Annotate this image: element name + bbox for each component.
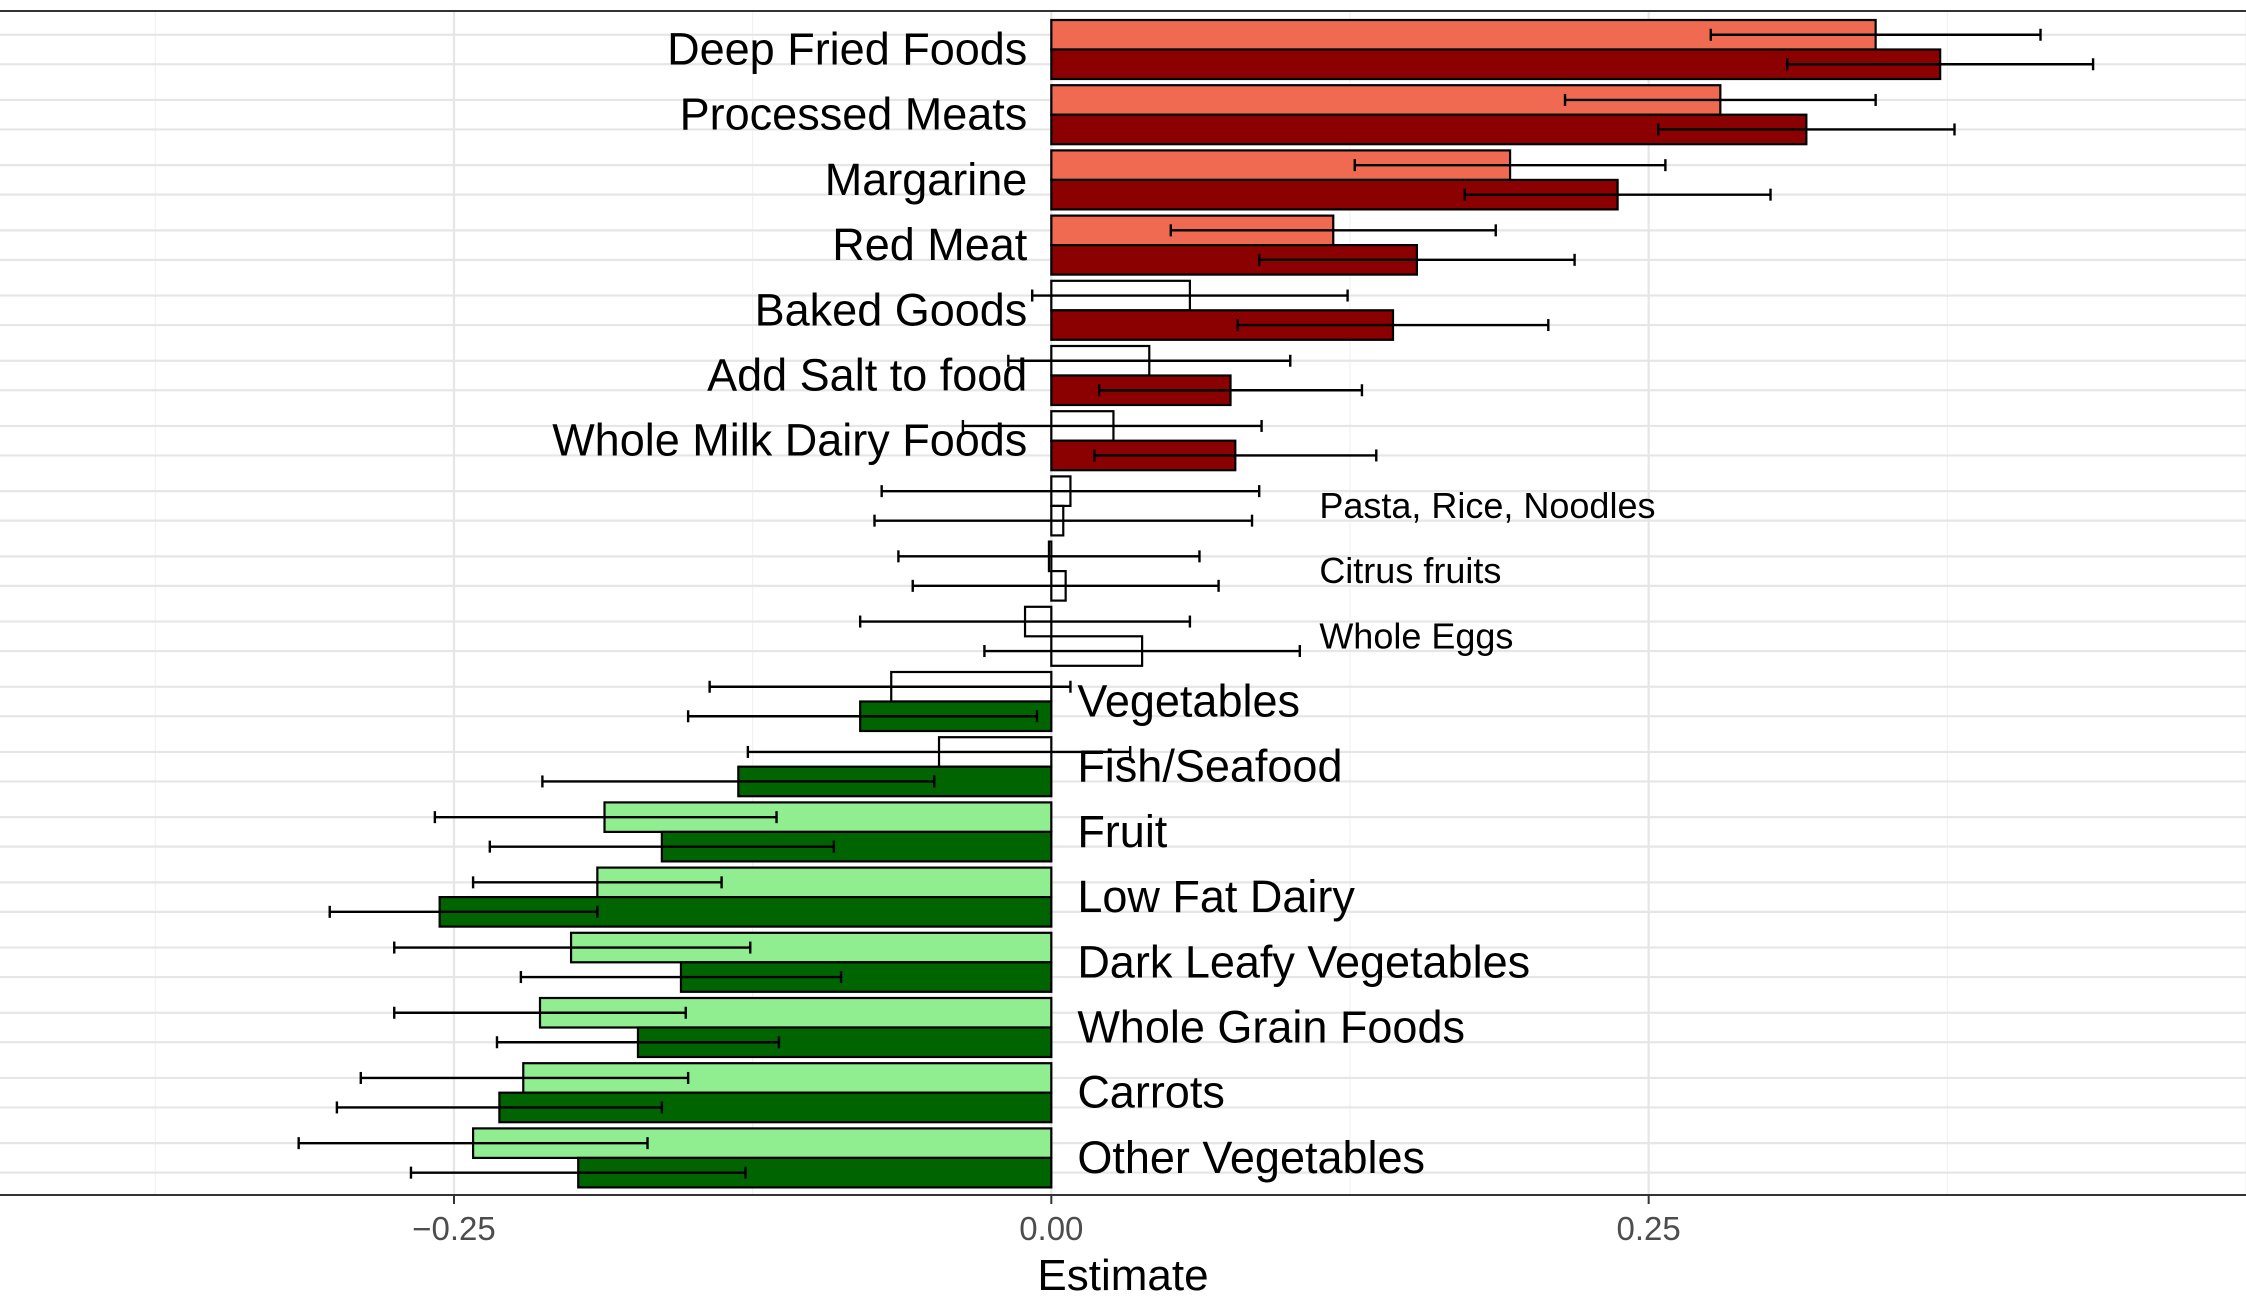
x-axis: −0.25 0.00 0.25 [412,1195,1681,1247]
category-label: Dark Leafy Vegetables [1077,936,1530,987]
category-label: Red Meat [832,219,1028,270]
category-label: Add Salt to food [707,350,1027,401]
category-label: Low Fat Dairy [1077,871,1355,922]
category-label: Whole Milk Dairy Foods [552,415,1027,466]
category-label: Carrots [1077,1067,1225,1118]
error-bars [297,28,2095,1179]
category-label: Whole Grain Foods [1077,1002,1465,1053]
category-label: Other Vegetables [1077,1132,1425,1183]
category-labels: Deep Fried Foods Processed Meats Margarine… [552,24,1655,1183]
category-label: Fish/Seafood [1077,741,1342,792]
category-label: Whole Eggs [1319,615,1513,656]
category-label: Deep Fried Foods [667,24,1027,75]
category-label: Fruit [1077,806,1167,857]
category-label: Baked Goods [755,284,1028,335]
category-label: Processed Meats [680,89,1028,140]
bar [1050,113,1808,146]
x-tick-label: 0.25 [1617,1210,1681,1247]
x-axis-title: Estimate [1037,1251,1208,1297]
category-label: Vegetables [1077,676,1300,727]
category-label: Pasta, Rice, Noodles [1319,485,1655,526]
x-tick-label: −0.25 [412,1210,496,1247]
category-label: Citrus fruits [1319,550,1501,591]
x-tick-label: 0.00 [1019,1210,1083,1247]
category-label: Margarine [825,154,1028,205]
